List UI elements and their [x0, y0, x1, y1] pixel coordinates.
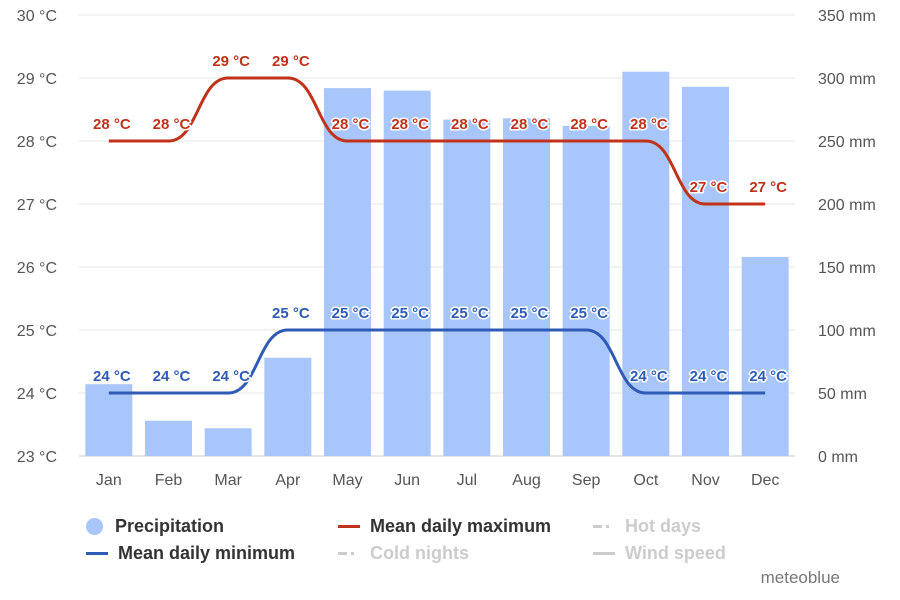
x-tick-label: May	[332, 472, 362, 489]
y-right-tick-label: 0 mm	[818, 449, 858, 466]
series-line-mean-daily-maximum	[108, 76, 766, 206]
data-label-mean-daily-minimum: 25 °C	[391, 305, 429, 322]
x-tick-label: Jun	[394, 472, 420, 489]
y-right-tick-label: 300 mm	[818, 71, 876, 88]
legend-label-hot-days: Hot days	[625, 516, 702, 536]
precipitation-bar	[204, 428, 252, 456]
legend-line-icon	[593, 552, 615, 555]
precipitation-bar	[503, 118, 550, 456]
legend-item-cold-nights[interactable]: Cold nights	[338, 543, 469, 564]
data-label-mean-daily-maximum: 28 °C	[570, 116, 608, 133]
data-label-mean-daily-maximum: 27 °C	[690, 179, 728, 196]
data-label-mean-daily-minimum: 24 °C	[153, 368, 191, 385]
precipitation-bar	[682, 86, 729, 456]
y-left-tick-label: 28 °C	[17, 134, 57, 151]
legend-item-hot-days[interactable]: Hot days	[593, 516, 701, 537]
legend-label-precipitation: Precipitation	[115, 516, 225, 536]
data-label-mean-daily-minimum: 25 °C	[511, 305, 549, 322]
data-label-mean-daily-maximum: 27 °C	[749, 179, 787, 196]
series-line-mean-daily-minimum	[108, 328, 766, 395]
x-tick-label: Aug	[512, 472, 540, 489]
legend-dot-icon	[86, 518, 103, 535]
precipitation-bar	[324, 88, 371, 456]
brand-credit: meteoblue	[760, 568, 840, 587]
data-label-mean-daily-minimum: 24 °C	[630, 368, 668, 385]
legend-item-wind-speed[interactable]: Wind speed	[593, 543, 726, 564]
x-tick-label: Jan	[96, 472, 122, 489]
x-tick-label: Jul	[457, 472, 477, 489]
x-tick-label: Oct	[633, 472, 658, 489]
data-label-mean-daily-minimum: 25 °C	[332, 305, 370, 322]
x-tick-label: Feb	[155, 472, 183, 489]
precipitation-bar	[443, 119, 491, 456]
data-label-mean-daily-maximum: 28 °C	[93, 116, 131, 133]
legend-line-icon	[338, 525, 360, 528]
data-label-mean-daily-maximum: 28 °C	[332, 116, 370, 133]
precipitation-bar	[383, 90, 431, 456]
y-right-tick-label: 150 mm	[818, 260, 876, 277]
legend-line-icon	[86, 552, 108, 555]
data-label-mean-daily-minimum: 24 °C	[93, 368, 131, 385]
legend-label-mean-daily-maximum: Mean daily maximum	[370, 516, 552, 536]
x-tick-label: Apr	[275, 472, 301, 489]
legend-item-mean-daily-maximum[interactable]: Mean daily maximum	[338, 516, 551, 537]
data-label-mean-daily-minimum: 24 °C	[749, 368, 787, 385]
data-label-mean-daily-maximum: 29 °C	[212, 53, 250, 70]
legend-label-cold-nights: Cold nights	[370, 543, 469, 563]
legend-dash-icon	[593, 525, 615, 528]
y-left-tick-label: 25 °C	[17, 323, 57, 340]
data-label-mean-daily-maximum: 29 °C	[272, 53, 310, 70]
y-right-tick-label: 350 mm	[818, 8, 876, 25]
data-label-mean-daily-minimum: 25 °C	[272, 305, 310, 322]
data-label-mean-daily-minimum: 25 °C	[570, 305, 608, 322]
y-left-tick-label: 26 °C	[17, 260, 57, 277]
y-right-tick-label: 250 mm	[818, 134, 876, 151]
precipitation-bar	[85, 384, 133, 456]
data-label-mean-daily-maximum: 28 °C	[451, 116, 489, 133]
x-tick-label: Dec	[751, 472, 779, 489]
precipitation-bar	[264, 357, 312, 456]
legend-label-mean-daily-minimum: Mean daily minimum	[118, 543, 296, 563]
legend-item-precipitation[interactable]: Precipitation	[86, 516, 224, 537]
data-label-mean-daily-minimum: 25 °C	[451, 305, 489, 322]
y-right-tick-label: 200 mm	[818, 197, 876, 214]
legend-item-mean-daily-minimum[interactable]: Mean daily minimum	[86, 543, 295, 564]
y-left-tick-label: 30 °C	[17, 8, 57, 25]
data-label-mean-daily-minimum: 24 °C	[690, 368, 728, 385]
y-right-tick-label: 50 mm	[818, 386, 867, 403]
x-tick-label: Nov	[691, 472, 719, 489]
precipitation-bar	[145, 420, 192, 456]
data-label-mean-daily-maximum: 28 °C	[153, 116, 191, 133]
data-label-mean-daily-maximum: 28 °C	[391, 116, 429, 133]
y-left-tick-label: 23 °C	[17, 449, 57, 466]
precipitation-bar	[741, 256, 789, 456]
data-label-mean-daily-minimum: 24 °C	[212, 368, 250, 385]
legend-dash-icon	[338, 552, 360, 555]
y-left-tick-label: 24 °C	[17, 386, 57, 403]
data-label-mean-daily-maximum: 28 °C	[511, 116, 549, 133]
y-right-tick-label: 100 mm	[818, 323, 876, 340]
x-tick-label: Mar	[214, 472, 242, 489]
legend-label-wind-speed: Wind speed	[625, 543, 726, 563]
x-tick-label: Sep	[572, 472, 601, 489]
data-label-mean-daily-maximum: 28 °C	[630, 116, 668, 133]
y-left-tick-label: 29 °C	[17, 71, 57, 88]
y-left-tick-label: 27 °C	[17, 197, 57, 214]
precipitation-bar	[562, 125, 610, 456]
